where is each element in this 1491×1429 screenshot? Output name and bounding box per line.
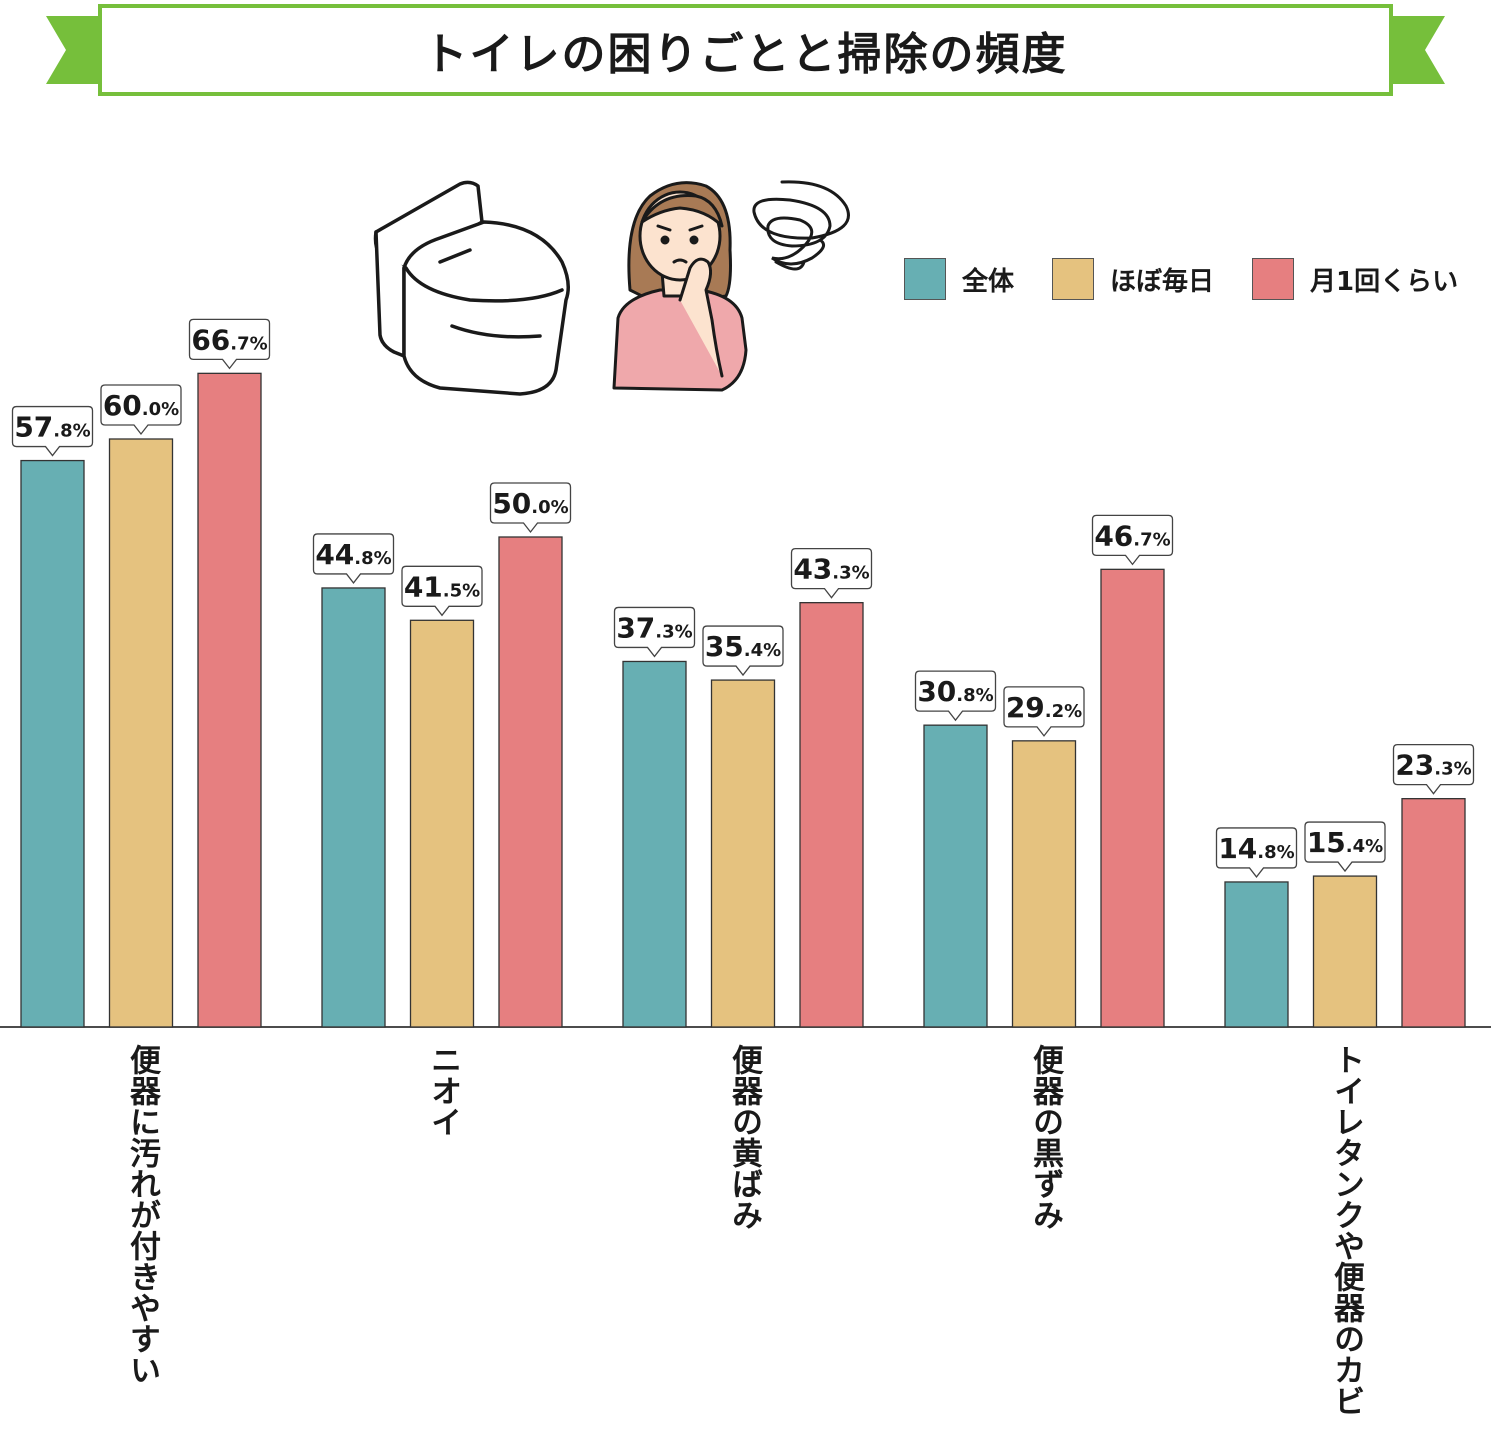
legend: 全体 ほぼ毎日 月1回くらい	[904, 258, 1458, 300]
bar-monthly-1	[498, 536, 563, 1028]
data-label-overall-0: 57.8%	[14, 411, 90, 444]
data-label-daily-2: 35.4%	[705, 630, 781, 663]
callout-overall-3	[914, 670, 997, 722]
ribbon-left	[46, 16, 98, 84]
category-label-blackening: 便器の黒ずみ	[1027, 1044, 1063, 1230]
category-label-dirt: 便器に汚れが付きやすい	[124, 1044, 160, 1385]
bar-daily-3	[1011, 740, 1077, 1028]
bar-daily-1	[409, 619, 475, 1028]
callout-overall-4	[1215, 827, 1298, 879]
legend-item-monthly: 月1回くらい	[1252, 258, 1458, 300]
data-label-daily-4: 15.4%	[1307, 826, 1383, 859]
ribbon-right	[1393, 16, 1445, 84]
callout-daily-0	[100, 384, 182, 436]
bar-daily-4	[1312, 875, 1378, 1028]
chart-title: トイレの困りごとと掃除の頻度	[423, 29, 1068, 80]
data-label-daily-0: 60.0%	[103, 389, 179, 422]
callout-monthly-4	[1392, 744, 1475, 795]
bar-overall-1	[321, 587, 386, 1028]
legend-label-monthly: 月1回くらい	[1310, 266, 1459, 297]
legend-item-daily: ほぼ毎日	[1052, 258, 1214, 300]
callout-overall-1	[312, 533, 395, 585]
callout-daily-3	[1003, 686, 1085, 737]
callout-monthly-2	[790, 548, 873, 599]
data-label-overall-3: 30.8%	[917, 675, 993, 708]
bar-daily-0	[108, 438, 174, 1028]
toilet-icon	[373, 180, 570, 396]
callout-overall-2	[613, 606, 696, 658]
bar-overall-3	[923, 724, 988, 1028]
bar-overall-4	[1224, 881, 1289, 1028]
legend-swatch-daily	[1052, 258, 1095, 300]
bar-daily-2	[710, 679, 776, 1028]
bar-overall-2	[622, 660, 687, 1028]
data-label-daily-3: 29.2%	[1006, 691, 1082, 724]
bar-monthly-2	[799, 602, 864, 1028]
bar-monthly-0	[197, 372, 262, 1028]
bar-overall-0	[20, 459, 85, 1028]
legend-swatch-monthly	[1252, 258, 1295, 300]
swirl-icon	[752, 180, 850, 271]
callout-daily-4	[1304, 821, 1386, 873]
callout-monthly-1	[489, 482, 572, 534]
legend-label-overall: 全体	[962, 266, 1015, 297]
category-label-yellowing: 便器の黄ばみ	[726, 1044, 762, 1230]
bar-monthly-4	[1401, 798, 1466, 1028]
data-label-daily-1: 41.5%	[404, 570, 480, 603]
legend-label-daily: ほぼ毎日	[1110, 266, 1215, 297]
chart-title-box: トイレの困りごとと掃除の頻度	[98, 4, 1393, 96]
data-label-monthly-2: 43.3%	[793, 553, 869, 586]
legend-swatch-overall	[904, 258, 946, 300]
category-label-odor: ニオイ	[425, 1044, 461, 1137]
data-label-monthly-4: 23.3%	[1395, 749, 1471, 782]
callout-overall-0	[11, 405, 94, 457]
callout-monthly-3	[1091, 514, 1174, 566]
callout-daily-1	[401, 565, 483, 617]
category-label-mold: トイレタンクや便器のカビ	[1328, 1044, 1364, 1416]
callout-daily-2	[702, 625, 784, 677]
data-label-monthly-0: 66.7%	[191, 323, 267, 356]
worried-woman-icon	[612, 181, 748, 392]
bar-monthly-3	[1100, 568, 1165, 1028]
legend-item-overall: 全体	[904, 258, 1014, 300]
data-label-overall-2: 37.3%	[616, 611, 692, 644]
data-label-overall-1: 44.8%	[315, 538, 391, 571]
data-label-monthly-3: 46.7%	[1094, 519, 1170, 552]
data-label-monthly-1: 50.0%	[492, 487, 568, 520]
data-label-overall-4: 14.8%	[1218, 832, 1294, 865]
callout-monthly-0	[188, 318, 271, 370]
